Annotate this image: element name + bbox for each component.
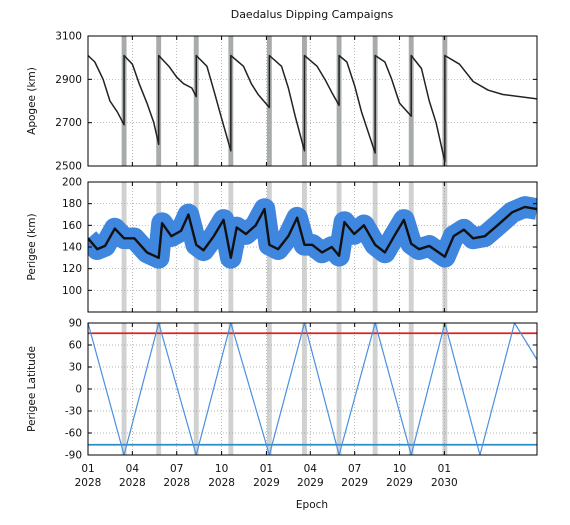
x-tick-label-year: 2028 [75,477,102,489]
y-tick-label: 180 [62,198,82,210]
x-tick-label-month: 01 [438,463,451,475]
y-tick-label: 30 [69,362,82,374]
y-tick-label: 2700 [55,117,82,129]
series-line-1 [88,205,537,260]
panel-3: -90 -60 -30 0 30 60 90 Perigee Latitude [26,318,538,462]
x-tick-label-year: 2029 [386,477,413,489]
x-tick-label-month: 01 [81,463,94,475]
y-axis-label: Perigee (km) [26,213,38,280]
campaign-window-4 [228,323,234,455]
campaign-window-9 [408,323,414,455]
campaign-window-2 [156,323,162,455]
x-tick-label-month: 01 [260,463,273,475]
series-line-1 [88,54,537,163]
panel-2: 100 120 140 160 180 200 Perigee (km) [26,177,538,313]
x-tick-label-month: 07 [348,463,361,475]
x-tick-label-month: 10 [215,463,228,475]
x-tick-label-year: 2029 [253,477,280,489]
campaign-window-5 [266,323,272,455]
x-tick-label-year: 2029 [297,477,324,489]
x-tick-label-month: 04 [126,463,140,475]
y-tick-label: 0 [75,384,82,396]
y-axis-label: Perigee Latitude [26,346,38,432]
series-line-1 [88,323,537,455]
x-tick-label-month: 04 [304,463,318,475]
panel-frame [87,35,538,167]
y-tick-label: 160 [62,220,82,232]
y-axis-label: Apogee (km) [26,67,38,135]
y-tick-label: 120 [62,263,82,275]
y-tick-label: 2900 [55,74,82,86]
x-tick-label-month: 10 [393,463,406,475]
x-tick-label-year: 2028 [208,477,235,489]
x-tick-label-year: 2030 [431,477,458,489]
y-tick-label: 3100 [55,31,82,43]
y-tick-label: -30 [65,406,82,418]
panel-1: 2500 2700 2900 3100 Apogee (km) [26,31,538,173]
x-axis: 01 2028 04 2028 07 2028 10 2028 01 2029 04 2029 07 20… [75,463,458,489]
y-tick-label: -60 [65,428,82,440]
y-tick-label: 90 [69,318,82,330]
y-tick-label: 2500 [55,161,82,173]
x-tick-label-month: 07 [170,463,183,475]
campaign-window-10 [442,323,448,455]
y-tick-label: 200 [62,177,82,189]
series-band [88,196,537,269]
y-tick-label: 60 [69,340,82,352]
y-tick-label: 100 [62,285,82,297]
chart-title: Daedalus Dipping Campaigns [231,8,394,21]
campaign-window-3 [193,36,199,166]
campaign-window-8 [372,323,378,455]
x-tick-label-year: 2029 [341,477,368,489]
x-tick-label-year: 2028 [119,477,146,489]
x-axis-label: Epoch [296,499,328,511]
campaign-window-7 [336,323,342,455]
y-tick-label: -90 [65,450,82,462]
x-tick-label-year: 2028 [163,477,190,489]
y-tick-label: 140 [62,242,82,254]
